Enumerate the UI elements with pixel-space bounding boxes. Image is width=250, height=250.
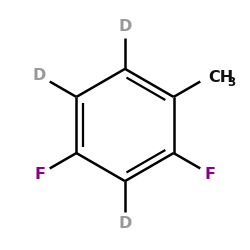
Text: CH: CH bbox=[208, 70, 233, 84]
Text: 3: 3 bbox=[228, 76, 236, 90]
Text: F: F bbox=[205, 167, 216, 182]
Text: D: D bbox=[33, 68, 46, 83]
Text: F: F bbox=[34, 167, 45, 182]
Text: D: D bbox=[118, 19, 132, 34]
Text: D: D bbox=[118, 216, 132, 231]
